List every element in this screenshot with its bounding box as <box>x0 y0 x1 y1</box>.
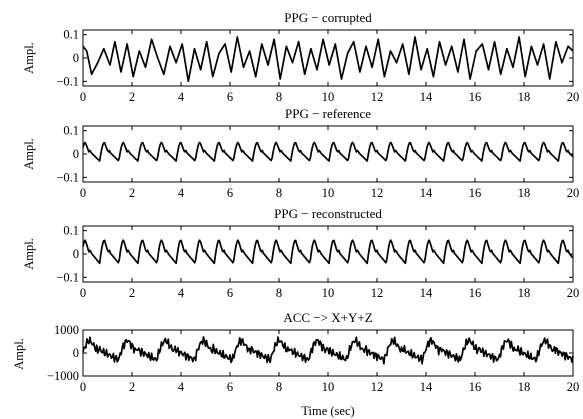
x-tick-label: 4 <box>178 90 185 104</box>
x-tick-label: 8 <box>276 186 282 200</box>
x-tick-label: 12 <box>371 286 384 300</box>
x-tick-label: 4 <box>178 186 185 200</box>
series-line <box>82 36 574 83</box>
plot-frame <box>82 29 574 87</box>
y-axis-label: Ampl. <box>12 338 26 370</box>
x-tick-label: 14 <box>420 286 433 300</box>
x-tick-label: 18 <box>518 286 531 300</box>
y-axis-label: Ampl. <box>22 138 36 170</box>
x-tick-label: 12 <box>371 380 384 394</box>
x-tick-label: 16 <box>469 90 482 104</box>
chart-title: PPG − reconstructed <box>274 206 382 221</box>
chart-title: PPG − reference <box>285 106 371 121</box>
x-tick-label: 10 <box>322 186 335 200</box>
y-tick-label: 1000 <box>54 323 79 337</box>
y-tick-label: −0.1 <box>56 170 79 184</box>
subplot-ppg-corrupted: PPG − corrupted Ampl. 0 2 4 6 8 10 12 14 16 18 20 −… <box>22 10 579 104</box>
x-tick-label: 16 <box>469 286 482 300</box>
plot-frame <box>82 329 574 377</box>
subplot-acc-xyz: ACC −> X+Y+Z Ampl. 0 2 4 6 8 10 12 14 16 18 20 −100… <box>12 310 579 418</box>
y-tick-label: −1000 <box>47 369 79 383</box>
series-line <box>82 141 574 162</box>
x-tick-label: 10 <box>322 90 335 104</box>
x-tick-label: 6 <box>227 90 233 104</box>
x-tick-label: 18 <box>518 186 531 200</box>
subplot-ppg-reference: PPG − reference Ampl. 0 2 4 6 8 10 12 14 16 18 20 −… <box>22 106 579 200</box>
x-axis-label: Time (sec) <box>301 404 354 418</box>
x-tick-label: 6 <box>227 286 233 300</box>
x-tick-label: 18 <box>518 380 531 394</box>
x-tick-label: 4 <box>178 380 185 394</box>
x-tick-label: 4 <box>178 286 185 300</box>
chart-title: ACC −> X+Y+Z <box>283 310 372 325</box>
tick-group: 0 2 4 6 8 10 12 14 16 18 20−0.100.1 <box>56 124 579 200</box>
y-tick-label: −0.1 <box>56 270 79 284</box>
y-tick-label: 0 <box>73 346 79 360</box>
x-tick-label: 20 <box>567 186 580 200</box>
x-tick-label: 14 <box>420 380 433 394</box>
x-tick-label: 20 <box>567 286 580 300</box>
y-tick-label: 0 <box>73 147 79 161</box>
plot-frame <box>82 225 574 283</box>
x-tick-label: 0 <box>80 90 86 104</box>
series-line <box>82 239 574 265</box>
x-tick-label: 6 <box>227 186 233 200</box>
x-tick-label: 20 <box>567 380 580 394</box>
x-tick-label: 6 <box>227 380 233 394</box>
subplot-ppg-reconstructed: PPG − reconstructed Ampl. 0 2 4 6 8 10 12 14 16 1… <box>22 206 579 300</box>
x-tick-label: 14 <box>420 90 433 104</box>
x-tick-label: 0 <box>80 286 86 300</box>
tick-group: 0 2 4 6 8 10 12 14 16 18 20−0.100.1 <box>56 224 579 300</box>
y-tick-label: 0.1 <box>63 224 79 238</box>
x-tick-label: 16 <box>469 380 482 394</box>
y-tick-label: 0.1 <box>63 124 79 138</box>
x-tick-label: 16 <box>469 186 482 200</box>
tick-group: 0 2 4 6 8 10 12 14 16 18 20−0.100.1 <box>56 28 579 104</box>
x-tick-label: 14 <box>420 186 433 200</box>
x-tick-label: 2 <box>129 90 135 104</box>
y-tick-label: −0.1 <box>56 74 79 88</box>
x-tick-label: 2 <box>129 380 135 394</box>
x-tick-label: 2 <box>129 286 135 300</box>
y-tick-label: 0 <box>73 51 79 65</box>
x-tick-label: 12 <box>371 90 384 104</box>
chart-title: PPG − corrupted <box>284 10 372 25</box>
x-tick-label: 10 <box>322 286 335 300</box>
x-tick-label: 8 <box>276 380 282 394</box>
x-tick-label: 0 <box>80 380 86 394</box>
x-tick-label: 20 <box>567 90 580 104</box>
x-tick-label: 10 <box>322 380 335 394</box>
y-tick-label: 0.1 <box>63 28 79 42</box>
x-tick-label: 18 <box>518 90 531 104</box>
x-tick-label: 12 <box>371 186 384 200</box>
y-axis-label: Ampl. <box>22 42 36 74</box>
x-tick-label: 0 <box>80 186 86 200</box>
x-tick-label: 8 <box>276 90 282 104</box>
y-axis-label: Ampl. <box>22 238 36 270</box>
series-line <box>82 336 574 365</box>
plot-frame <box>82 125 574 183</box>
x-tick-label: 2 <box>129 186 135 200</box>
x-tick-label: 8 <box>276 286 282 300</box>
y-tick-label: 0 <box>73 247 79 261</box>
